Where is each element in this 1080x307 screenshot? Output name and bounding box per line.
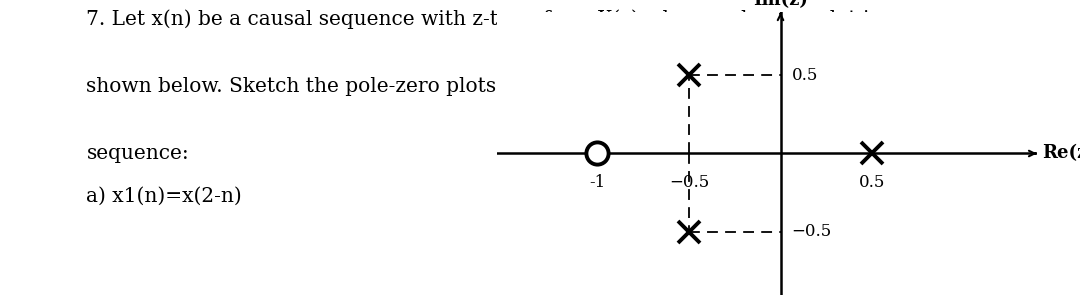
Text: 0.5: 0.5 [792, 67, 818, 84]
Text: 7. Let x(n) be a causal sequence with z-transform X(z) whose pole-zero plot is: 7. Let x(n) be a causal sequence with z-… [86, 9, 880, 29]
Text: -1: -1 [590, 174, 606, 191]
Text: Re(z): Re(z) [1042, 145, 1080, 162]
Text: −0.5: −0.5 [669, 174, 710, 191]
Text: Im(z): Im(z) [753, 0, 808, 9]
Text: shown below. Sketch the pole-zero plots and the ROC of the following: shown below. Sketch the pole-zero plots … [86, 77, 800, 96]
Text: sequence:: sequence: [86, 144, 189, 163]
Text: 0.5: 0.5 [859, 174, 886, 191]
Text: a) x1(n)=x(2-n): a) x1(n)=x(2-n) [86, 187, 242, 206]
Text: −0.5: −0.5 [792, 223, 832, 240]
